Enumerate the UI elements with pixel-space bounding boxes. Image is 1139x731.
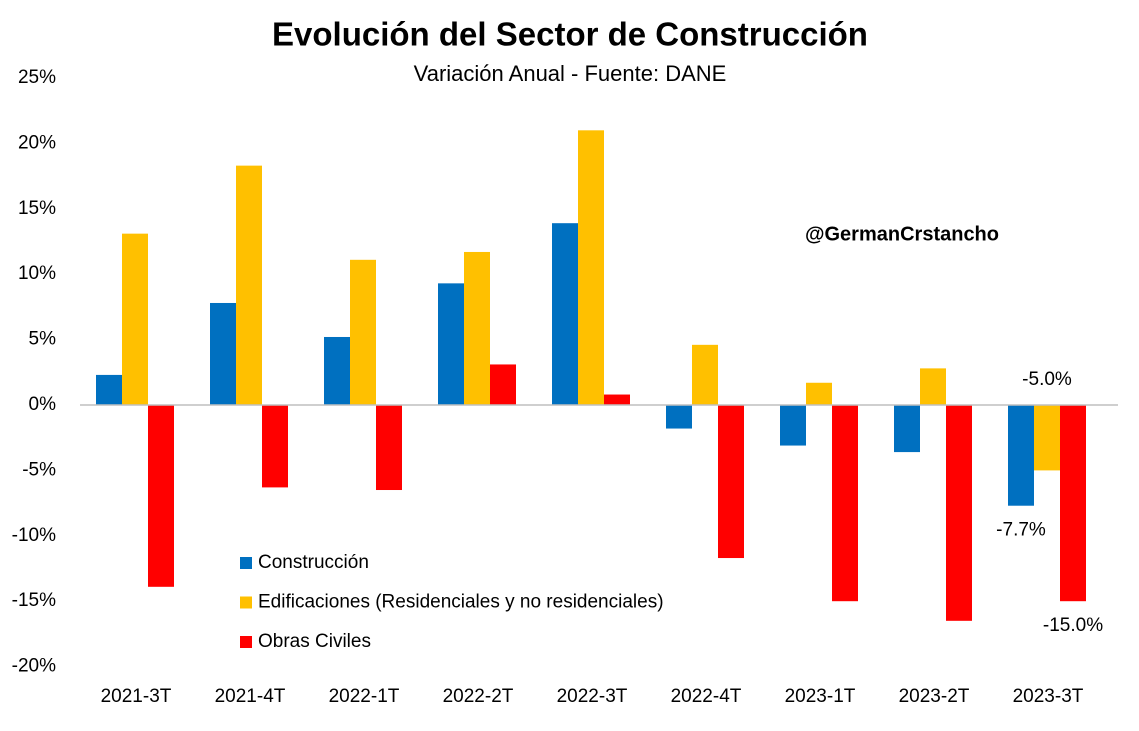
x-tick-label: 2022-2T — [443, 686, 514, 707]
bar — [692, 344, 718, 405]
bar — [666, 405, 692, 429]
bar — [946, 405, 972, 621]
y-tick-label: 15% — [18, 198, 56, 219]
x-tick-label: 2022-4T — [671, 686, 742, 707]
y-tick-label: -5% — [22, 459, 56, 480]
y-tick-label: -10% — [12, 525, 56, 546]
x-tick-label: 2022-3T — [557, 686, 628, 707]
legend-swatch — [240, 596, 252, 609]
y-tick-label: 10% — [18, 263, 56, 284]
bar — [464, 251, 490, 405]
x-tick-label: 2023-3T — [1013, 686, 1084, 707]
bar — [148, 405, 174, 587]
chart-title: Evolución del Sector de Construcción — [272, 16, 868, 53]
bar — [806, 382, 832, 405]
bar — [1034, 405, 1060, 471]
bar — [718, 405, 744, 559]
bar — [604, 394, 630, 405]
y-tick-label: 0% — [29, 394, 57, 415]
bar — [490, 364, 516, 405]
data-label: -15.0% — [1043, 615, 1103, 636]
bar — [122, 233, 148, 405]
bar — [438, 283, 464, 405]
y-tick-label: 5% — [29, 329, 57, 350]
chart-subtitle: Variación Anual - Fuente: DANE — [414, 61, 727, 86]
bar — [210, 302, 236, 405]
x-tick-label: 2023-1T — [785, 686, 856, 707]
legend-swatch — [240, 636, 252, 648]
y-tick-label: -20% — [12, 656, 56, 677]
data-label: -5.0% — [1022, 369, 1072, 390]
bar — [578, 130, 604, 405]
bar — [350, 259, 376, 405]
x-tick-label: 2022-1T — [329, 686, 400, 707]
y-tick-label: 20% — [18, 132, 56, 153]
bar — [552, 223, 578, 405]
y-tick-label: -15% — [12, 590, 56, 611]
x-tick-label: 2021-3T — [101, 686, 172, 707]
legend-label: Construcción — [258, 552, 369, 573]
bar — [832, 405, 858, 602]
x-tick-label: 2021-4T — [215, 686, 286, 707]
bar — [894, 405, 920, 453]
bar — [920, 368, 946, 405]
bar — [376, 405, 402, 491]
bar — [236, 165, 262, 405]
bar — [324, 336, 350, 405]
bar — [262, 405, 288, 488]
annotation: @GermanCrstancho — [805, 223, 999, 245]
legend-swatch — [240, 557, 252, 569]
bar — [1008, 405, 1034, 506]
data-label: -7.7% — [996, 520, 1046, 541]
legend-label: Obras Civiles — [258, 631, 371, 652]
y-tick-label: 25% — [18, 67, 56, 88]
legend-label: Edificaciones (Residenciales y no reside… — [258, 592, 664, 613]
bar — [1060, 405, 1086, 602]
bar — [780, 405, 806, 446]
bar — [96, 374, 122, 405]
x-tick-label: 2023-2T — [899, 686, 970, 707]
